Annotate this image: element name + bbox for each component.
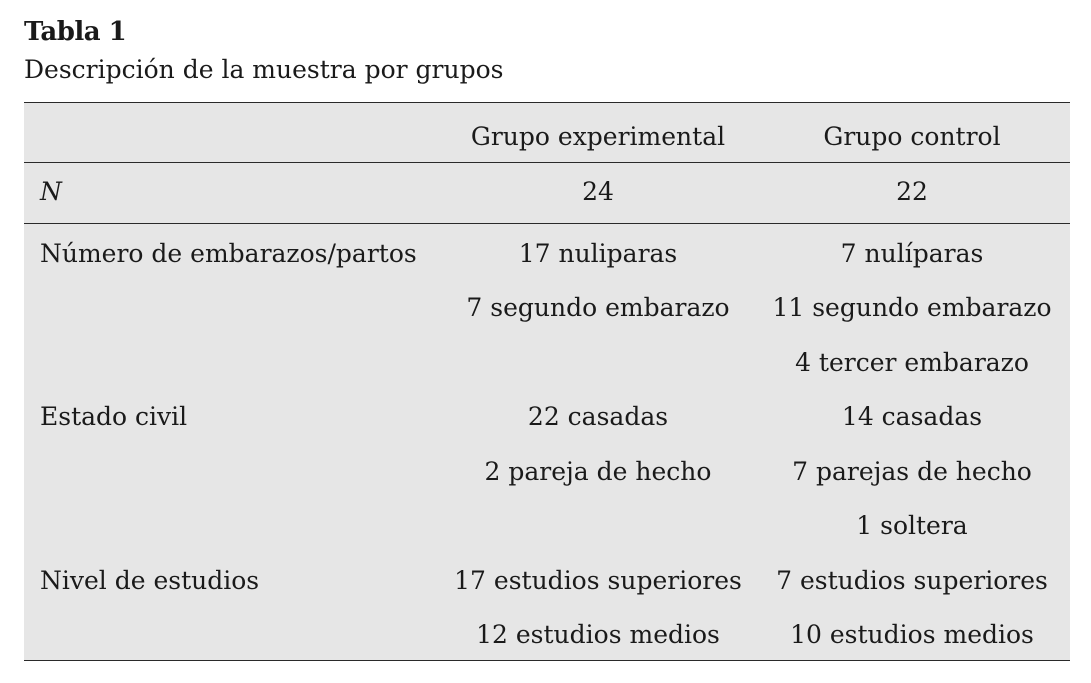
estudios-experimental-1: 17 estudios superiores	[454, 566, 742, 595]
header-grupo-experimental: Grupo experimental	[470, 122, 726, 151]
row-label-estado-civil: Estado civil	[40, 402, 188, 431]
table-subtitle: Descripción de la muestra por grupos	[24, 55, 504, 84]
table-title: Tabla 1	[24, 17, 127, 47]
estado-civil-control-3: 1 soltera	[856, 511, 968, 540]
embarazos-control-1: 7 nulíparas	[840, 239, 984, 268]
estudios-control-2: 10 estudios medios	[790, 620, 1034, 649]
estado-civil-control-2: 7 parejas de hecho	[792, 457, 1032, 486]
estado-civil-experimental-1: 22 casadas	[527, 402, 669, 431]
embarazos-experimental-1: 17 nuliparas	[518, 239, 678, 268]
estado-civil-control-1: 14 casadas	[841, 402, 983, 431]
row-label-embarazos: Número de embarazos/partos	[40, 239, 417, 268]
n-experimental: 24	[582, 177, 614, 206]
n-row-divider	[24, 223, 1070, 224]
data-table: Grupo experimental Grupo control N 24 22…	[24, 102, 1070, 661]
estudios-experimental-2: 12 estudios medios	[476, 620, 720, 649]
embarazos-control-2: 11 segundo embarazo	[772, 293, 1052, 322]
row-label-estudios: Nivel de estudios	[40, 566, 260, 595]
estado-civil-experimental-2: 2 pareja de hecho	[484, 457, 712, 486]
embarazos-control-3: 4 tercer embarazo	[795, 348, 1029, 377]
n-control: 22	[896, 177, 928, 206]
row-label-n: N	[40, 177, 62, 206]
header-divider	[24, 162, 1070, 163]
embarazos-experimental-2: 7 segundo embarazo	[466, 293, 730, 322]
header-grupo-control: Grupo control	[823, 122, 1001, 151]
estudios-control-1: 7 estudios superiores	[776, 566, 1048, 595]
